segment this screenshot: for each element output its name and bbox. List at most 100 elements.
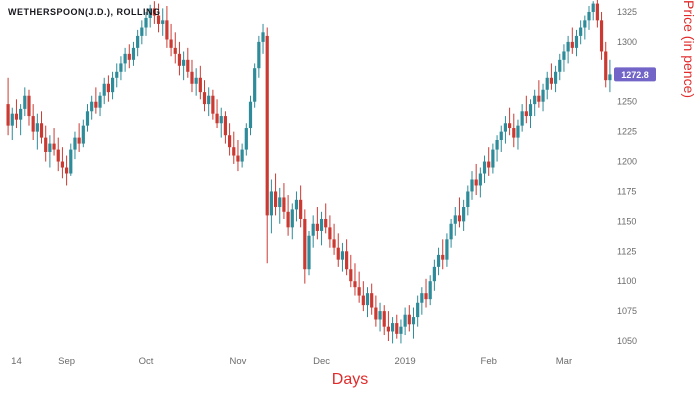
candle[interactable]	[106, 75, 110, 102]
candle[interactable]	[65, 155, 69, 186]
candle[interactable]	[428, 275, 432, 306]
candle[interactable]	[545, 71, 549, 100]
candle[interactable]	[182, 51, 186, 81]
candle[interactable]	[416, 295, 420, 327]
candle[interactable]	[512, 113, 516, 148]
candle[interactable]	[374, 295, 378, 327]
candle[interactable]	[604, 41, 608, 88]
candle[interactable]	[10, 107, 14, 141]
candle[interactable]	[27, 89, 31, 126]
candle[interactable]	[81, 119, 85, 148]
candle[interactable]	[328, 215, 332, 248]
candle[interactable]	[466, 185, 470, 216]
candle[interactable]	[286, 195, 290, 236]
candle[interactable]	[207, 87, 211, 117]
candle[interactable]	[294, 191, 299, 222]
candle[interactable]	[198, 65, 202, 100]
candle[interactable]	[487, 147, 491, 176]
candle[interactable]	[574, 29, 579, 57]
candle[interactable]	[48, 135, 52, 168]
candle[interactable]	[52, 128, 56, 156]
candle[interactable]	[541, 83, 545, 112]
candle[interactable]	[399, 319, 403, 344]
candle[interactable]	[345, 239, 349, 276]
candle[interactable]	[503, 116, 508, 144]
candle[interactable]	[524, 95, 528, 124]
candle[interactable]	[349, 254, 353, 288]
candle[interactable]	[161, 8, 165, 36]
candle[interactable]	[407, 305, 411, 332]
candle[interactable]	[169, 23, 173, 57]
candle[interactable]	[549, 63, 553, 90]
candle[interactable]	[278, 187, 282, 224]
candle[interactable]	[324, 203, 328, 234]
candle[interactable]	[19, 104, 23, 136]
candle[interactable]	[470, 171, 474, 200]
candle[interactable]	[90, 95, 94, 120]
candle[interactable]	[273, 173, 278, 216]
candle[interactable]	[570, 27, 574, 54]
candle[interactable]	[558, 53, 562, 81]
candle[interactable]	[445, 233, 449, 267]
candle[interactable]	[265, 27, 269, 264]
candle[interactable]	[499, 125, 503, 152]
candle[interactable]	[44, 125, 48, 162]
candle[interactable]	[14, 99, 19, 129]
candle[interactable]	[462, 199, 466, 231]
candle[interactable]	[353, 263, 357, 296]
candle[interactable]	[319, 211, 324, 246]
candle[interactable]	[508, 107, 512, 136]
candle[interactable]	[77, 123, 81, 152]
candle[interactable]	[136, 29, 140, 57]
candle[interactable]	[85, 104, 90, 132]
candle[interactable]	[119, 56, 123, 81]
candle[interactable]	[98, 92, 102, 117]
candle[interactable]	[31, 104, 35, 141]
candle[interactable]	[361, 281, 365, 312]
candle[interactable]	[223, 111, 228, 144]
candle[interactable]	[357, 271, 361, 303]
candle[interactable]	[248, 95, 253, 136]
candle[interactable]	[131, 41, 136, 66]
candle[interactable]	[73, 131, 77, 160]
candle[interactable]	[148, 4, 152, 28]
candle[interactable]	[365, 287, 370, 318]
candle[interactable]	[382, 305, 386, 336]
candle[interactable]	[140, 20, 144, 45]
candle[interactable]	[591, 1, 595, 21]
candle[interactable]	[449, 218, 453, 248]
candle[interactable]	[520, 104, 524, 132]
candle[interactable]	[290, 203, 294, 240]
candle[interactable]	[186, 47, 190, 78]
candle[interactable]	[127, 44, 131, 69]
candle[interactable]	[261, 23, 265, 54]
candle[interactable]	[269, 179, 273, 234]
candle[interactable]	[35, 113, 39, 150]
candle[interactable]	[282, 183, 286, 219]
candle[interactable]	[516, 119, 520, 150]
candle[interactable]	[474, 163, 478, 196]
candle[interactable]	[595, 0, 599, 28]
candle[interactable]	[240, 143, 244, 168]
candle[interactable]	[424, 278, 428, 308]
candle[interactable]	[453, 207, 457, 236]
candle[interactable]	[562, 44, 566, 72]
candle[interactable]	[215, 99, 219, 129]
candle[interactable]	[219, 107, 223, 138]
candle[interactable]	[390, 317, 395, 344]
candle[interactable]	[378, 302, 382, 332]
candle[interactable]	[583, 15, 587, 40]
candle[interactable]	[587, 5, 591, 30]
candle[interactable]	[566, 35, 570, 64]
candle[interactable]	[152, 1, 156, 24]
candle[interactable]	[482, 155, 487, 184]
candle[interactable]	[211, 89, 215, 120]
candle[interactable]	[579, 20, 583, 45]
candle[interactable]	[420, 287, 424, 315]
candle[interactable]	[232, 131, 236, 164]
candle[interactable]	[395, 314, 399, 339]
candle[interactable]	[6, 77, 10, 136]
candle[interactable]	[457, 197, 462, 228]
candle[interactable]	[403, 307, 407, 336]
candle[interactable]	[411, 307, 416, 339]
